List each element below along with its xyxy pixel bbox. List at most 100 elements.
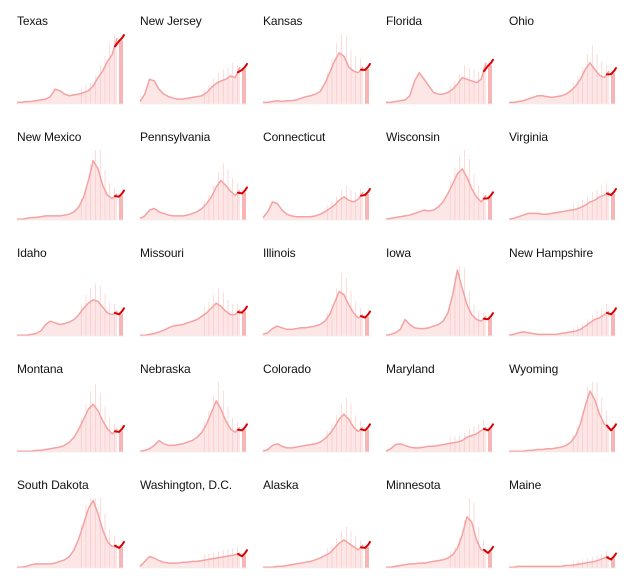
recent-band-minnesota	[488, 551, 492, 568]
trend-line-maine	[509, 555, 610, 568]
trend-line-pennsylvania	[139, 179, 241, 220]
recent-band-new-mexico	[119, 195, 123, 220]
panel-chart-connecticut	[262, 185, 371, 221]
panel-title-washington-d-c: Washington, D.C.	[140, 478, 232, 492]
trend-line-wisconsin	[385, 168, 487, 220]
recent-line-florida	[483, 58, 494, 73]
recent-line-new-jersey	[237, 62, 248, 74]
panel-chart-missouri	[140, 288, 248, 337]
recent-band-new-jersey	[242, 68, 246, 104]
recent-band-wisconsin	[488, 197, 492, 220]
panel-title-pennsylvania: Pennsylvania	[140, 130, 211, 144]
recent-line-new-mexico	[114, 189, 125, 198]
panel-south-dakota: South Dakota	[17, 478, 132, 583]
area-virginia	[509, 192, 609, 220]
daily-spikes-nebraska	[203, 382, 238, 452]
recent-line-kansas	[360, 62, 371, 71]
recent-band-illinois	[365, 316, 369, 336]
trend-line-new-mexico	[17, 159, 118, 220]
recent-band-iowa	[488, 318, 492, 336]
recent-line-illinois	[360, 310, 371, 319]
recent-band-missouri	[242, 311, 246, 336]
area-missouri	[140, 303, 240, 336]
panel-chart-colorado	[262, 397, 371, 453]
recent-line-alaska	[360, 540, 371, 549]
panel-title-idaho: Idaho	[17, 246, 47, 260]
recent-band-connecticut	[365, 194, 369, 220]
trend-line-maryland	[385, 426, 487, 452]
recent-band-washington-d-c	[242, 555, 246, 568]
trend-line-wyoming	[509, 390, 610, 452]
panel-title-ohio: Ohio	[509, 14, 534, 28]
daily-spikes-colorado	[326, 397, 361, 452]
recent-line-washington-d-c	[237, 549, 248, 558]
panel-iowa: Iowa	[385, 246, 501, 351]
daily-spikes-idaho	[80, 283, 115, 336]
panel-title-maine: Maine	[509, 478, 542, 492]
panel-title-wisconsin: Wisconsin	[386, 130, 440, 144]
panel-kansas: Kansas	[263, 14, 378, 119]
panel-chart-texas	[17, 34, 125, 105]
recent-band-new-hampshire	[611, 313, 615, 336]
trend-line-idaho	[17, 299, 118, 336]
panel-title-wyoming: Wyoming	[509, 362, 559, 376]
trend-line-nebraska	[139, 400, 241, 452]
recent-line-missouri	[237, 305, 248, 314]
panel-wyoming: Wyoming	[509, 362, 624, 467]
panel-title-connecticut: Connecticut	[263, 130, 326, 144]
recent-band-colorado	[365, 429, 369, 452]
area-iowa	[386, 270, 486, 336]
area-florida	[386, 62, 486, 104]
panel-title-new-jersey: New Jersey	[140, 14, 202, 28]
panel-title-colorado: Colorado	[263, 362, 311, 376]
trend-line-south-dakota	[17, 499, 118, 568]
recent-line-connecticut	[360, 188, 371, 197]
panel-montana: Montana	[17, 362, 132, 467]
recent-line-minnesota	[483, 545, 494, 554]
daily-spikes-alaska	[326, 526, 361, 568]
panel-new-hampshire: New Hampshire	[508, 246, 624, 351]
trend-line-alaska	[263, 539, 364, 568]
panel-illinois: Illinois	[262, 246, 378, 351]
trend-line-texas	[17, 37, 118, 104]
recent-line-wyoming	[606, 423, 617, 432]
panel-title-new-hampshire: New Hampshire	[509, 246, 594, 260]
recent-line-south-dakota	[114, 540, 125, 549]
trend-line-new-hampshire	[508, 310, 610, 336]
recent-band-idaho	[119, 313, 123, 336]
recent-line-texas	[114, 34, 125, 48]
panel-ohio: Ohio	[509, 14, 624, 119]
panel-chart-nebraska	[139, 382, 248, 453]
panel-chart-florida	[386, 58, 494, 105]
panel-chart-maine	[509, 551, 617, 569]
daily-spikes-wisconsin	[449, 150, 484, 220]
panel-missouri: Missouri	[140, 246, 255, 351]
trend-line-missouri	[140, 302, 241, 336]
panel-title-missouri: Missouri	[140, 246, 184, 260]
panel-chart-kansas	[263, 34, 371, 105]
panel-title-kansas: Kansas	[263, 14, 303, 28]
recent-band-pennsylvania	[242, 192, 246, 220]
recent-line-pennsylvania	[237, 186, 248, 195]
area-south-dakota	[17, 500, 117, 568]
area-new-mexico	[17, 160, 117, 220]
trend-line-florida	[386, 62, 487, 104]
recent-band-maine	[611, 558, 615, 568]
panel-texas: Texas	[17, 14, 132, 119]
trend-line-kansas	[263, 52, 364, 104]
area-wisconsin	[386, 168, 486, 220]
area-new-jersey	[140, 66, 240, 104]
recent-band-florida	[488, 64, 492, 104]
panel-maine: Maine	[509, 478, 624, 583]
area-new-hampshire	[509, 311, 609, 336]
panel-chart-alaska	[263, 526, 371, 569]
recent-band-maryland	[488, 429, 492, 452]
panel-title-illinois: Illinois	[263, 246, 296, 260]
recent-line-colorado	[360, 423, 371, 432]
panel-chart-new-jersey	[139, 62, 248, 105]
daily-spikes-pennsylvania	[203, 163, 238, 220]
panel-pennsylvania: Pennsylvania	[139, 130, 255, 235]
panel-chart-new-hampshire	[508, 303, 617, 337]
panel-title-texas: Texas	[17, 14, 48, 28]
panel-nebraska: Nebraska	[139, 362, 255, 467]
